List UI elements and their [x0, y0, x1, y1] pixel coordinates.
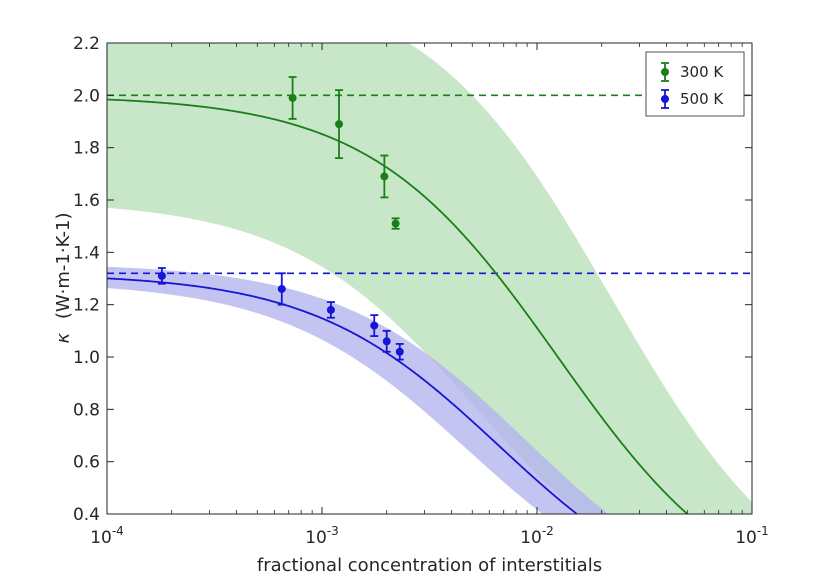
data-point-2-4 [370, 314, 379, 337]
legend: 300 K 500 K [645, 51, 745, 117]
y-tick-label-5: 1.2 [73, 296, 100, 316]
x-tick-label-2: 10-3 [305, 524, 339, 548]
y-tick-label-8: 1.8 [73, 139, 100, 159]
data-point-1-4 [391, 217, 400, 230]
legend-label: 300 K [680, 63, 724, 81]
y-tick-label-10: 2.2 [73, 34, 100, 54]
fit-curve-2 [107, 277, 579, 514]
fit-curve-1 [107, 98, 689, 514]
marker [326, 305, 335, 314]
marker [395, 347, 404, 356]
y-tick-label-3: 0.8 [73, 400, 100, 420]
y-axis-unit: (W·m-1·K-1) [53, 213, 74, 320]
marker [380, 172, 389, 181]
y-axis-symbol: κ [53, 332, 74, 343]
x-tick-label-1: 10-4 [90, 524, 124, 548]
plot-frame [106, 42, 753, 515]
legend-marker [661, 95, 669, 103]
x-tick-label-4: 10-1 [735, 524, 769, 548]
marker [382, 337, 391, 346]
marker [157, 271, 166, 280]
data-point-1-2 [335, 89, 344, 160]
y-tick-label-4: 1.0 [73, 348, 100, 368]
data-point-2-5 [382, 329, 391, 353]
marker [335, 120, 344, 129]
marker [288, 93, 297, 102]
data-point-1-3 [380, 154, 389, 199]
legend-entry-1: 300 K [661, 62, 724, 82]
uncertainty-band-2 [107, 266, 609, 514]
y-tick-label-7: 1.6 [73, 191, 100, 211]
y-axis-label: κ (W·m-1·K-1) [53, 213, 74, 344]
marker [370, 321, 379, 330]
x-axis-label: fractional concentration of interstitial… [257, 555, 602, 576]
data-point-1-1 [288, 76, 297, 120]
data-point-2-1 [157, 267, 166, 285]
data-point-2-3 [326, 301, 335, 319]
legend-marker [661, 68, 669, 76]
y-tick-label-1: 0.4 [73, 505, 100, 525]
marker [277, 284, 286, 293]
svg-text:κ (W·m-1·K-1): κ (W·m-1·K-1) [53, 213, 74, 344]
data-point-2-2 [277, 272, 286, 306]
legend-entry-2: 500 K [661, 89, 724, 109]
data-point-2-6 [395, 343, 404, 361]
y-tick-label-6: 1.4 [73, 243, 100, 263]
marker [391, 219, 400, 228]
uncertainty-band-1 [107, 43, 752, 514]
x-tick-label-3: 10-2 [520, 524, 554, 548]
y-tick-label-9: 2.0 [73, 86, 100, 106]
y-tick-label-2: 0.6 [73, 453, 100, 473]
legend-label: 500 K [680, 90, 724, 108]
